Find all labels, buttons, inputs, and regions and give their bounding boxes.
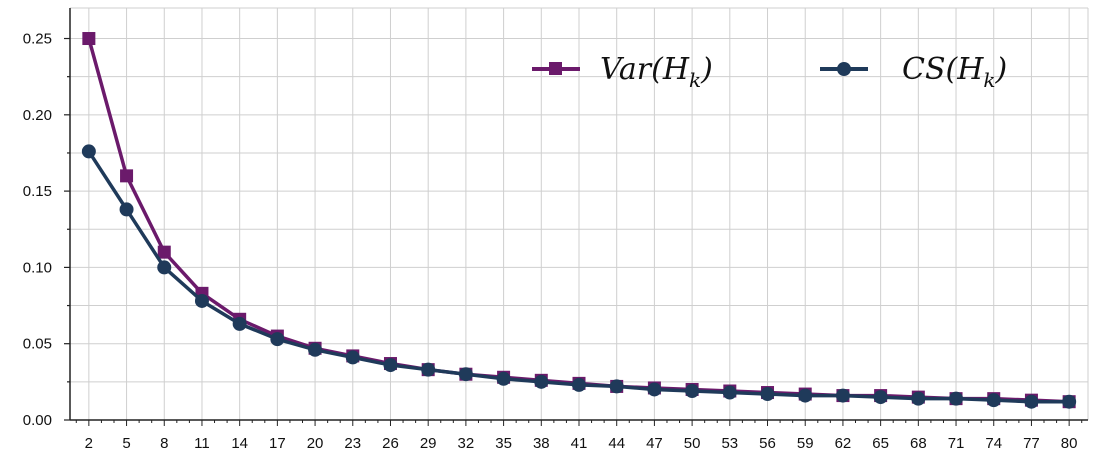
legend: Var(Hk) CS(Hk): [532, 52, 1007, 92]
data-point: [345, 350, 360, 365]
data-point: [383, 358, 398, 373]
data-point: [798, 388, 813, 403]
x-tick-label: 23: [344, 435, 361, 452]
data-point: [572, 377, 586, 392]
legend-item-cs: CS(Hk): [820, 52, 1007, 92]
x-tick-label: 29: [420, 435, 437, 452]
y-tick-label: 0.10: [23, 259, 52, 276]
x-tick-label: 59: [797, 435, 814, 452]
x-tick-label: 17: [269, 435, 286, 452]
legend-item-var: Var(Hk): [532, 52, 713, 92]
series-lines: [81, 32, 1077, 409]
data-point: [722, 385, 737, 400]
grid: [70, 7, 1089, 420]
legend-marker-circle: [837, 62, 851, 76]
data-point: [194, 293, 209, 308]
x-tick-label: 32: [458, 435, 475, 452]
x-tick-label: 80: [1061, 435, 1078, 452]
axes: [64, 8, 1088, 426]
x-tick-label: 26: [382, 435, 399, 452]
data-point: [82, 32, 96, 46]
x-tick-label: 38: [533, 435, 550, 452]
data-point: [534, 374, 549, 389]
x-tick-label: 35: [495, 435, 512, 452]
x-tick-label: 8: [160, 435, 168, 452]
data-point: [911, 391, 926, 406]
legend-marker-square: [549, 62, 562, 75]
x-tick-label: 20: [307, 435, 324, 452]
data-point: [986, 393, 1001, 408]
data-point: [949, 391, 964, 406]
legend-label-var: Var(Hk): [600, 52, 713, 92]
data-point: [157, 245, 171, 259]
data-point: [647, 382, 662, 397]
series-cs: [81, 144, 1077, 409]
data-point: [496, 371, 511, 386]
data-point: [609, 379, 624, 394]
y-tick-label: 0.00: [23, 412, 52, 429]
data-point: [157, 260, 172, 275]
data-point: [120, 169, 134, 183]
x-tick-label: 47: [646, 435, 663, 452]
data-point: [232, 316, 247, 331]
x-tick-label: 50: [684, 435, 701, 452]
data-point: [835, 388, 850, 403]
y-tick-label: 0.25: [23, 31, 52, 48]
data-point: [685, 384, 700, 399]
x-tick-label: 14: [231, 435, 248, 452]
data-point: [1024, 394, 1039, 409]
x-tick-label: 77: [1023, 435, 1040, 452]
data-point: [873, 390, 888, 405]
data-point: [1062, 394, 1077, 409]
x-tick-label: 2: [85, 435, 93, 452]
x-tick-label: 41: [571, 435, 588, 452]
data-point: [458, 367, 473, 382]
x-tick-label: 44: [608, 435, 625, 452]
data-point: [119, 202, 134, 217]
data-point: [81, 144, 96, 159]
x-tick-label: 53: [721, 435, 738, 452]
x-tick-label: 11: [194, 435, 210, 452]
x-tick-label: 56: [759, 435, 776, 452]
x-tick-label: 74: [985, 435, 1002, 452]
y-tick-label: 0.20: [23, 107, 52, 124]
x-tick-label: 71: [948, 435, 965, 452]
data-point: [308, 342, 323, 357]
tick-labels: 0.00 0.05 0.10 0.15 0.20 0.25 2 5 8 11 14 17 20 23 26 2…: [23, 31, 1078, 452]
x-tick-label: 65: [872, 435, 889, 452]
x-tick-label: 62: [835, 435, 852, 452]
x-tick-label: 5: [122, 435, 130, 452]
data-point: [421, 362, 436, 377]
x-tick-label: 68: [910, 435, 927, 452]
y-tick-label: 0.15: [23, 183, 52, 200]
y-tick-label: 0.05: [23, 336, 52, 353]
data-point: [270, 332, 285, 347]
data-point: [760, 387, 775, 402]
legend-label-cs: CS(Hk): [902, 52, 1007, 92]
